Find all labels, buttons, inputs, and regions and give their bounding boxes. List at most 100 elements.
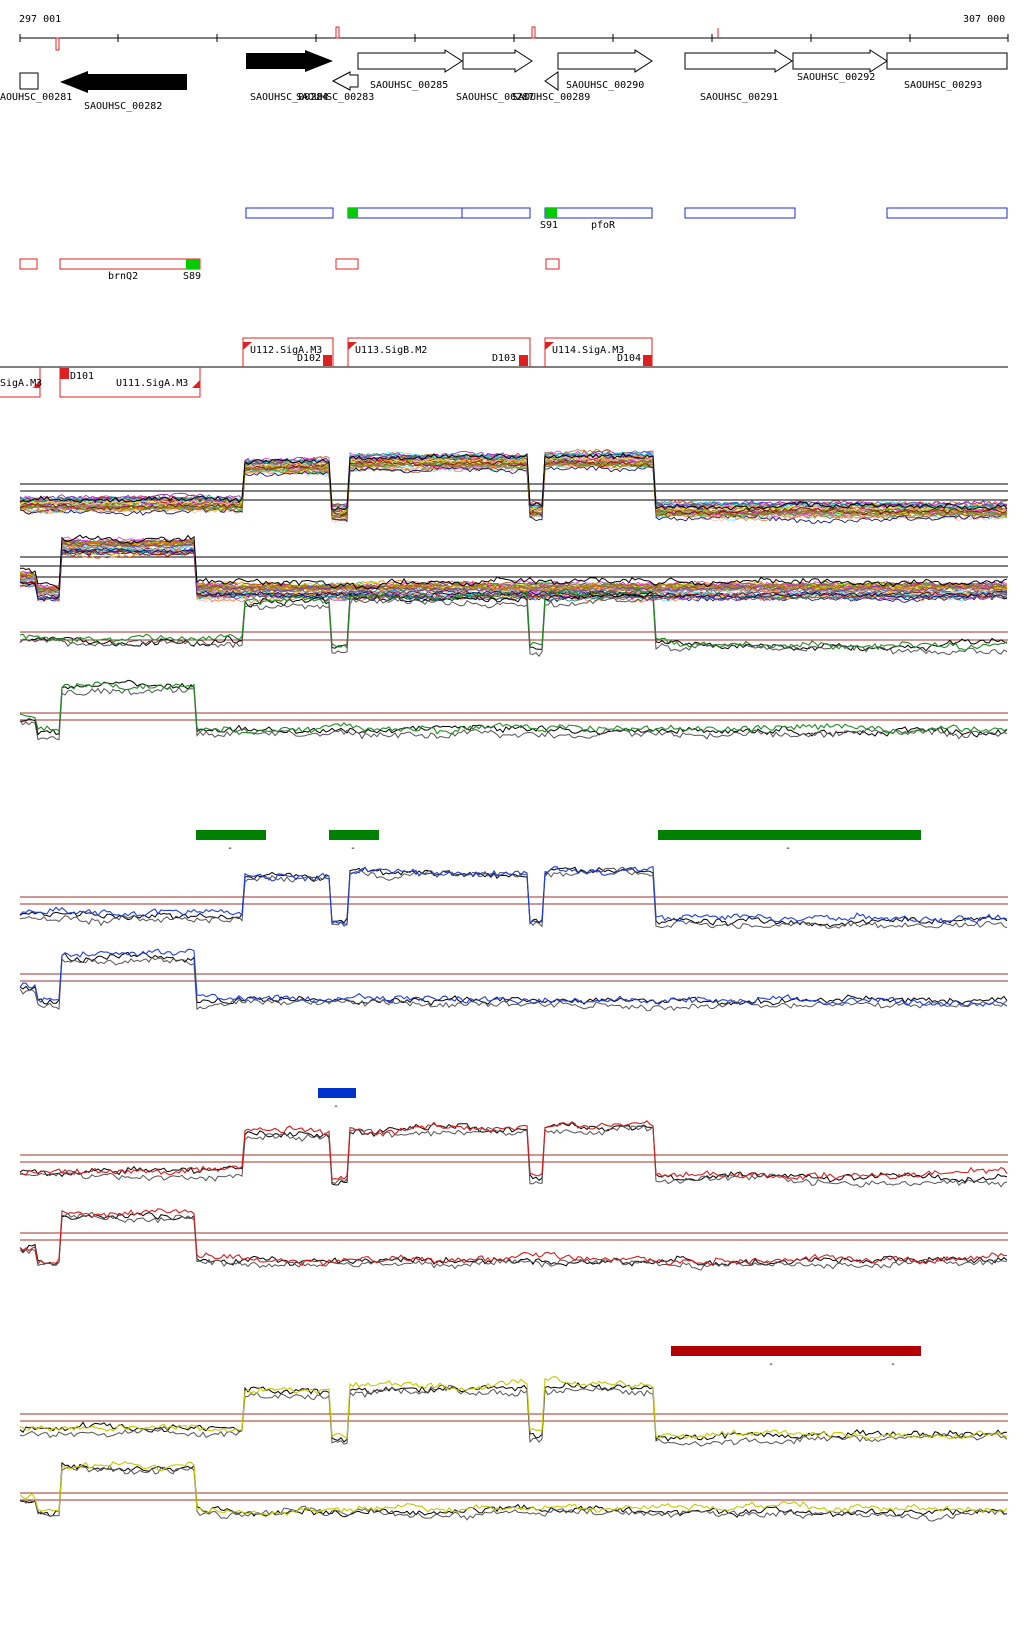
start-coordinate: 297 001 — [19, 14, 61, 25]
terminator-label-d103: D103 — [492, 353, 516, 364]
expression-trace — [19, 951, 1008, 1007]
blue-feature[interactable] — [684, 207, 796, 219]
gene-00287[interactable] — [462, 49, 533, 73]
expression-trace — [19, 541, 1007, 595]
expression-trace — [19, 541, 1008, 594]
expression-trace — [19, 1211, 1008, 1271]
expression-trace — [19, 459, 1008, 519]
expression-trace — [19, 1461, 1008, 1518]
gene-00293[interactable] — [886, 52, 1008, 70]
blue-feature[interactable] — [461, 207, 531, 219]
expression-trace — [19, 459, 1008, 520]
expression-trace — [19, 452, 1008, 511]
terminator-block[interactable] — [60, 368, 69, 379]
gene-00285[interactable] — [357, 49, 463, 73]
expression-trace — [19, 1212, 1008, 1267]
blue-region-mark: - — [333, 1101, 339, 1112]
expression-trace — [19, 548, 1008, 599]
gene-00281[interactable] — [19, 72, 39, 90]
expression-trace — [19, 543, 1008, 595]
promoter-bracket[interactable] — [0, 367, 41, 398]
gene-00284[interactable] — [246, 50, 333, 72]
red-annotation-track — [19, 258, 560, 270]
site-green-marker[interactable] — [545, 208, 557, 218]
gene-label-00285: SAOUHSC_00285 — [370, 80, 448, 91]
expression-trace — [19, 1376, 1008, 1440]
promoter-label-edge: SigA.M3 — [0, 378, 42, 389]
expression-traces — [19, 448, 1008, 1522]
gene-label-00292: SAOUHSC_00292 — [797, 72, 875, 83]
ruler-ticks — [19, 34, 1009, 42]
expression-trace — [19, 866, 1008, 929]
green-region-bar[interactable] — [329, 830, 379, 840]
gene-label-00291: SAOUHSC_00291 — [700, 92, 778, 103]
expression-trace — [19, 1121, 1008, 1186]
promoter-bracket[interactable] — [242, 337, 334, 367]
gene-00290[interactable] — [557, 49, 653, 73]
blue-region-bar[interactable] — [318, 1088, 356, 1098]
promoter-label-u113: U113.SigB.M2 — [355, 345, 427, 356]
expression-trace — [19, 866, 1008, 928]
red-feature[interactable] — [335, 258, 359, 270]
red-feature[interactable] — [545, 258, 560, 270]
gene-label-00289: SAOUHSC_00289 — [512, 92, 590, 103]
green-region-mark: - — [785, 843, 791, 854]
expression-trace — [19, 866, 1008, 925]
red-feature[interactable] — [19, 258, 38, 270]
promoter-label-u114: U114.SigA.M3 — [552, 345, 624, 356]
gene-00289[interactable] — [544, 71, 559, 91]
end-coordinate: 307 000 — [963, 14, 1005, 25]
expression-trace — [19, 1384, 1008, 1447]
promoter-bracket[interactable] — [544, 337, 653, 367]
terminator-label-d101: D101 — [70, 371, 94, 382]
expression-trace — [19, 538, 1008, 592]
red-region-bar[interactable] — [671, 1346, 921, 1356]
promoter-label-u112: U112.SigA.M3 — [250, 345, 322, 356]
expression-trace — [20, 1124, 1008, 1188]
blue-label-s91: S91 — [540, 220, 558, 231]
gene-00291[interactable] — [684, 49, 793, 73]
promoter-bracket[interactable] — [347, 337, 531, 367]
expression-trace — [19, 547, 1008, 602]
terminator-block[interactable] — [323, 355, 332, 366]
gene-label-00293: SAOUHSC_00293 — [904, 80, 982, 91]
ruler-red-marks — [55, 26, 719, 51]
red-label-s89: S89 — [183, 271, 201, 282]
terminator-block[interactable] — [519, 355, 528, 366]
blue-feature[interactable] — [245, 207, 334, 219]
gene-label-00287: SAOUHSC_00287 — [456, 92, 534, 103]
green-region-bar[interactable] — [196, 830, 266, 840]
promoter-label-u111: U111.SigA.M3 — [116, 378, 188, 389]
red-feature[interactable] — [59, 258, 201, 270]
expression-trace — [19, 681, 1008, 736]
gene-label-00282: SAOUHSC_00282 — [84, 101, 162, 112]
gene-00292[interactable] — [792, 49, 888, 73]
site-green-marker[interactable] — [348, 208, 358, 218]
region-bars: - - - - - - — [196, 830, 921, 1370]
expression-trace — [19, 465, 1008, 524]
green-region-bar[interactable] — [658, 830, 921, 840]
expression-trace — [19, 591, 1008, 652]
expression-trace — [19, 948, 1008, 1007]
promoter-flag — [243, 342, 252, 350]
promoter-flag — [545, 342, 554, 350]
expression-trace — [19, 1208, 1008, 1267]
expression-trace — [19, 455, 1008, 514]
promoter-flag — [33, 380, 40, 388]
expression-trace — [19, 1460, 1008, 1517]
blue-feature[interactable] — [347, 207, 463, 219]
expression-trace — [19, 956, 1008, 1012]
promoter-flag — [192, 380, 200, 388]
gene-label-00283: SAOUHSC_00283 — [296, 92, 374, 103]
promoter-track: U112.SigA.M3 U113.SigB.M2 U114.SigA.M3 D… — [0, 337, 1008, 398]
gene-00283[interactable] — [331, 71, 359, 91]
terminator-block[interactable] — [643, 355, 652, 366]
gene-label-00284: SAOUHSC_00284 — [250, 92, 328, 103]
site-green-marker[interactable] — [186, 259, 200, 269]
blue-feature[interactable] — [886, 207, 1008, 219]
gene-00282[interactable] — [60, 71, 187, 93]
red-region-mark: - — [890, 1359, 896, 1370]
blue-feature[interactable] — [544, 207, 653, 219]
expression-trace — [19, 596, 1008, 658]
green-region-mark: - — [227, 843, 233, 854]
